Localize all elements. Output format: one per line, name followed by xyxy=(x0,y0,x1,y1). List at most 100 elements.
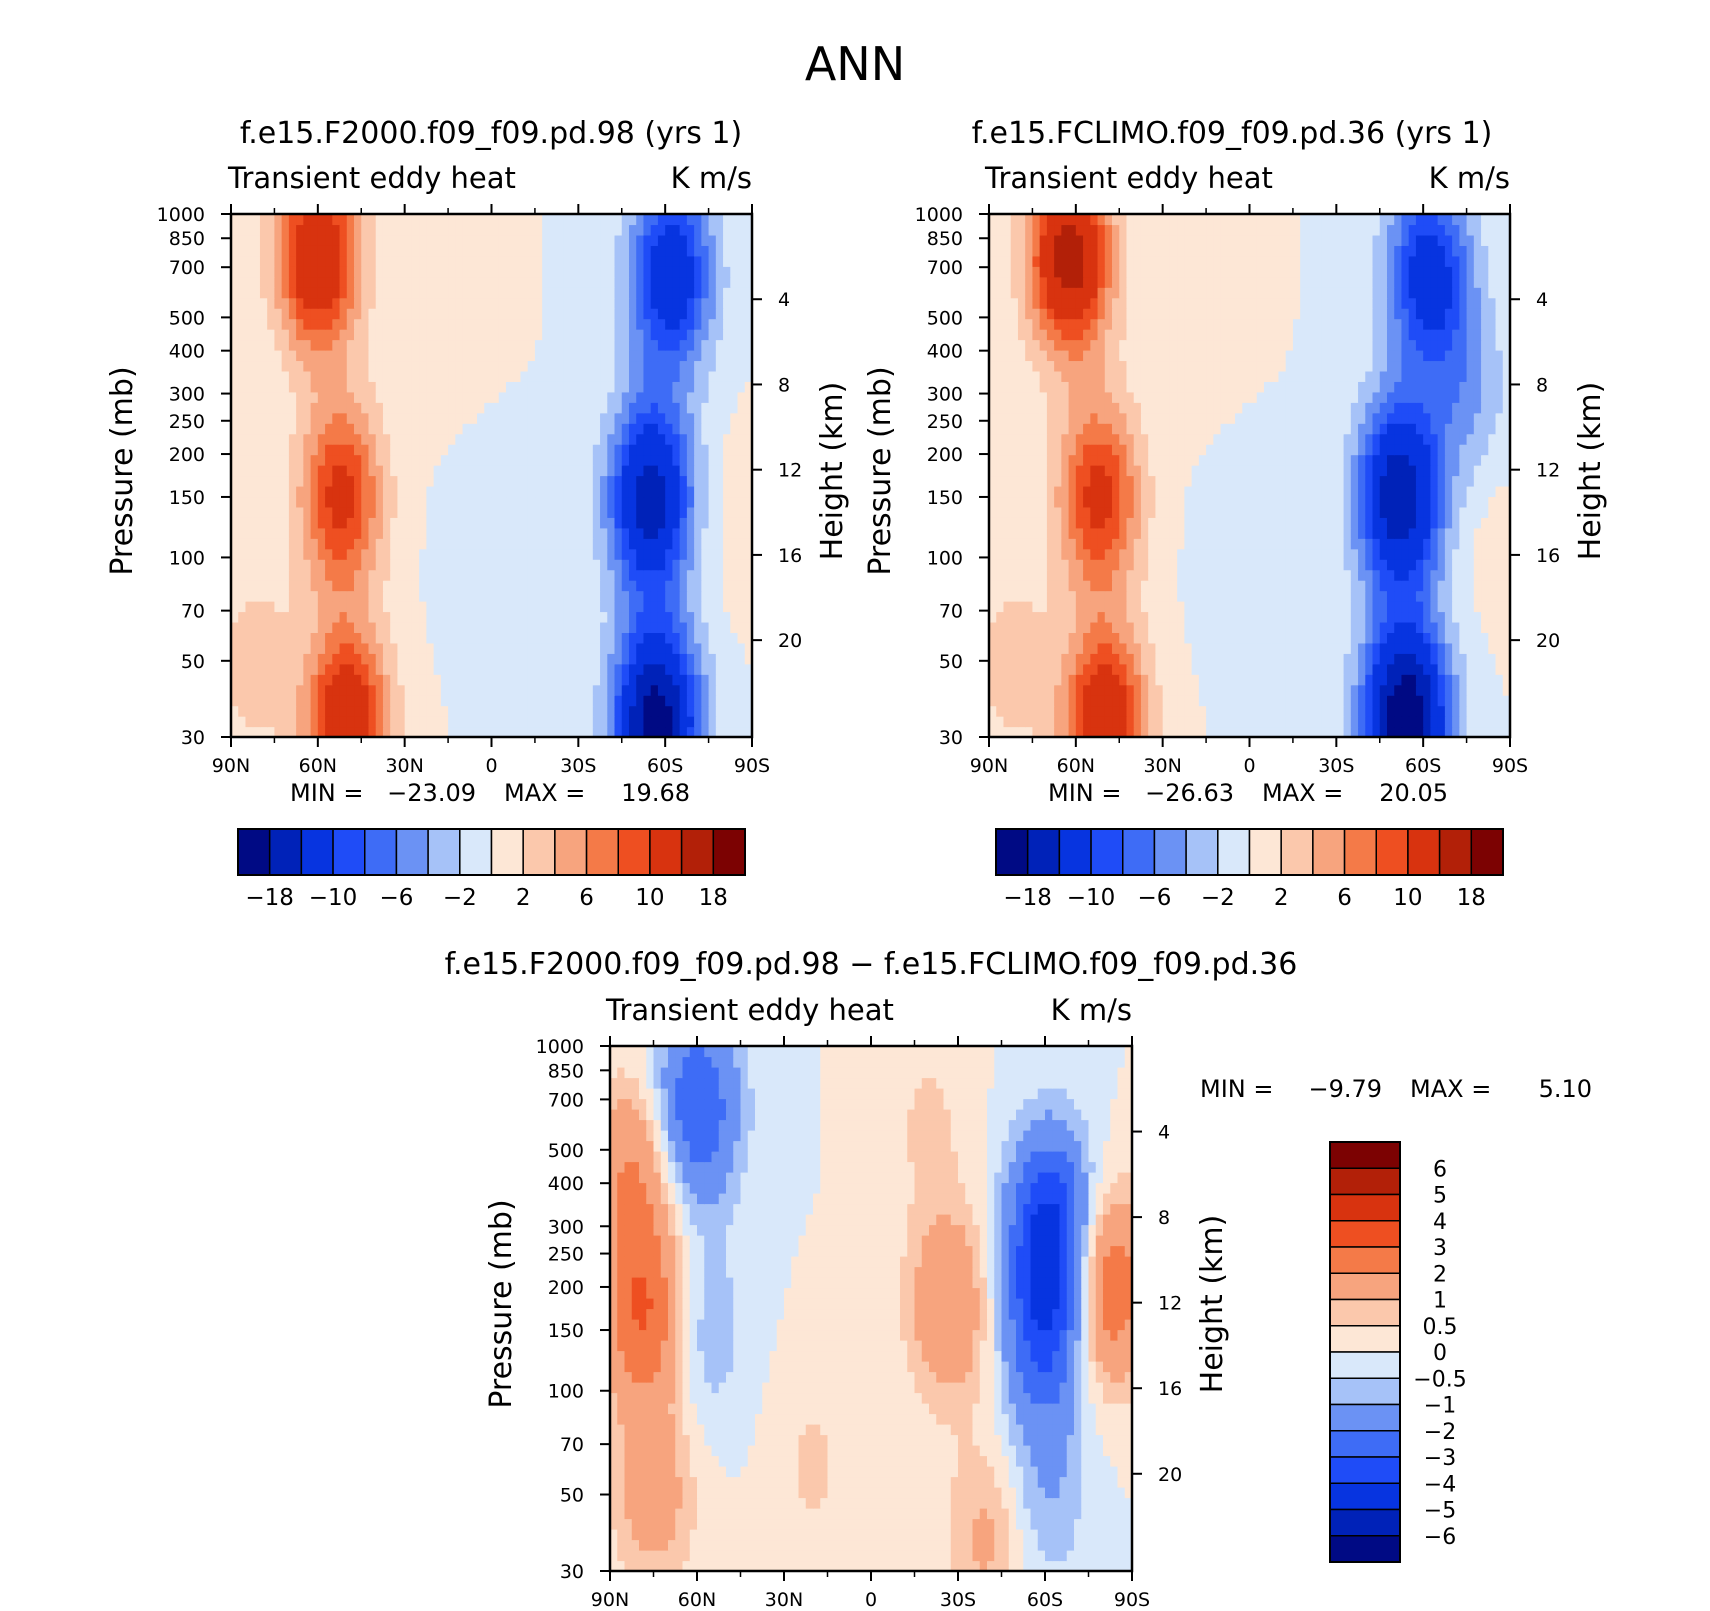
contour-cell xyxy=(477,423,485,435)
contour-cell xyxy=(1140,580,1149,592)
contour-cell xyxy=(390,370,399,382)
contour-cell xyxy=(477,590,485,602)
contour-cell xyxy=(607,569,616,581)
contour-cell xyxy=(1169,705,1178,717)
contour-cell xyxy=(462,684,471,696)
contour-cell xyxy=(1343,653,1352,665)
contour-cell xyxy=(1358,590,1366,602)
contour-cell xyxy=(455,559,464,571)
contour-cell xyxy=(1256,716,1265,728)
contour-cell xyxy=(382,444,391,456)
contour-cell xyxy=(274,684,283,696)
y-tick-label: 50 xyxy=(181,651,205,673)
contour-cell xyxy=(310,287,319,299)
contour-cell xyxy=(614,391,623,403)
contour-cell xyxy=(1473,695,1482,707)
contour-cell xyxy=(708,475,717,487)
contour-cell xyxy=(701,663,710,675)
contour-cell xyxy=(1365,601,1374,613)
contour-cell xyxy=(252,444,261,456)
contour-cell xyxy=(433,349,442,362)
contour-cell xyxy=(1162,653,1171,665)
contour-cell xyxy=(484,538,493,550)
contour-cell xyxy=(1459,642,1468,654)
contour-cell xyxy=(585,695,594,707)
contour-cell xyxy=(491,444,500,456)
contour-cell xyxy=(686,214,695,226)
contour-cell xyxy=(1003,601,1012,613)
contour-cell xyxy=(411,423,420,435)
contour-cell xyxy=(585,684,594,696)
contour-cell xyxy=(1206,705,1214,717)
contour-cell xyxy=(440,642,449,654)
contour-cell xyxy=(708,485,717,498)
contour-cell xyxy=(397,465,406,477)
contour-cell xyxy=(520,621,529,633)
contour-cell xyxy=(317,214,326,226)
contour-cell xyxy=(585,329,594,341)
contour-cell xyxy=(520,423,529,435)
contour-cell xyxy=(520,485,529,498)
contour-cell xyxy=(1444,601,1453,613)
contour-cell xyxy=(1285,653,1294,665)
contour-cell xyxy=(325,569,333,581)
contour-cell xyxy=(708,496,717,508)
contour-cell xyxy=(411,548,420,560)
contour-cell xyxy=(1321,705,1330,717)
contour-cell xyxy=(563,716,572,728)
contour-cell xyxy=(375,391,384,403)
contour-cell xyxy=(989,559,997,571)
contour-cell xyxy=(643,621,652,633)
contour-cell xyxy=(650,360,659,372)
contour-cell xyxy=(1437,716,1446,728)
contour-cell xyxy=(520,548,529,560)
contour-cell xyxy=(730,349,739,362)
contour-cell xyxy=(404,548,413,560)
contour-cell xyxy=(643,485,652,498)
contour-cell xyxy=(390,214,399,226)
colorbar-box xyxy=(300,828,334,876)
contour-cell xyxy=(1292,705,1301,717)
contour-cell xyxy=(1090,601,1099,613)
contour-cell xyxy=(252,245,261,257)
contour-cell xyxy=(527,716,536,728)
contour-cell xyxy=(317,224,326,236)
contour-cell xyxy=(571,318,579,330)
contour-cell xyxy=(296,454,304,466)
contour-cell xyxy=(1502,695,1510,707)
contour-cell xyxy=(433,287,442,299)
contour-cell xyxy=(701,559,710,571)
contour-cell xyxy=(520,360,529,372)
contour-cell xyxy=(411,663,420,675)
contour-cell xyxy=(382,318,391,330)
contour-cell xyxy=(665,538,674,550)
contour-cell xyxy=(996,611,1005,623)
contour-cell xyxy=(368,360,377,372)
contour-cell xyxy=(267,548,276,560)
contour-cell xyxy=(628,444,637,456)
contour-cell xyxy=(288,601,297,613)
contour-cell xyxy=(549,287,558,299)
contour-cell xyxy=(281,454,290,466)
contour-cell xyxy=(744,611,752,623)
contour-cell xyxy=(448,726,456,737)
contour-cell xyxy=(469,642,478,654)
contour-cell xyxy=(621,663,630,675)
contour-cell xyxy=(288,255,297,267)
contour-cell xyxy=(1068,632,1077,644)
contour-cell xyxy=(621,611,630,623)
contour-cell xyxy=(455,423,464,435)
contour-cell xyxy=(1415,653,1424,665)
contour-cell xyxy=(1191,653,1200,665)
contour-cell xyxy=(397,653,406,665)
contour-cell xyxy=(578,548,587,560)
y-right-tick-label: 12 xyxy=(778,460,802,482)
contour-cell xyxy=(723,538,731,550)
contour-cell xyxy=(1336,632,1345,644)
contour-cell xyxy=(375,454,384,466)
contour-cell xyxy=(1097,663,1106,675)
contour-cell xyxy=(361,214,370,226)
contour-cell xyxy=(296,349,304,362)
contour-cell xyxy=(1437,705,1446,717)
contour-cell xyxy=(288,381,297,393)
